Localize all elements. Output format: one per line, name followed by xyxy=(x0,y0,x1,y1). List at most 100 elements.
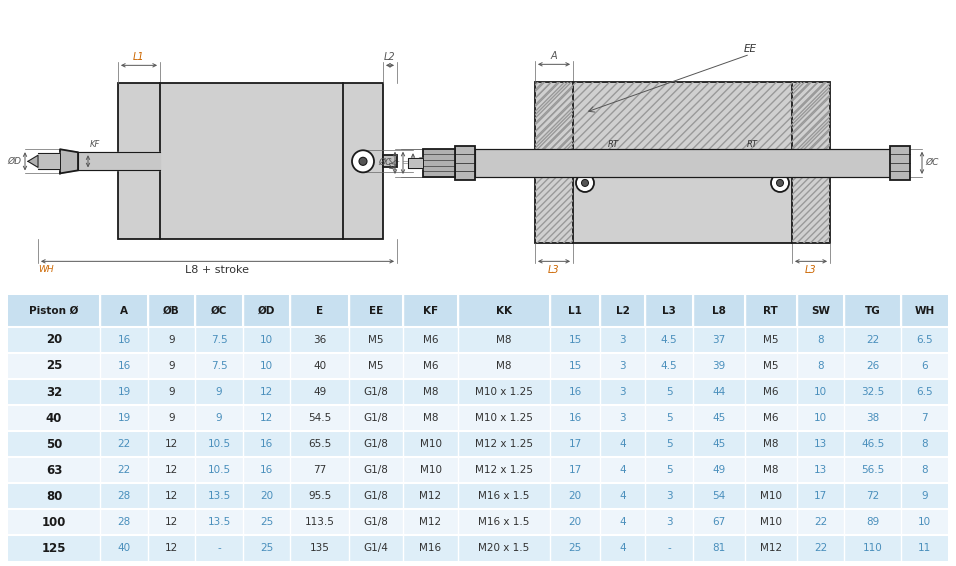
FancyBboxPatch shape xyxy=(693,509,745,535)
FancyBboxPatch shape xyxy=(797,431,844,457)
Text: 13: 13 xyxy=(814,465,827,475)
Text: M5: M5 xyxy=(368,335,384,345)
Text: G1/8: G1/8 xyxy=(364,491,389,501)
Text: L3: L3 xyxy=(805,265,816,275)
Text: 4: 4 xyxy=(619,465,626,475)
Text: M8: M8 xyxy=(423,413,438,423)
FancyBboxPatch shape xyxy=(901,431,948,457)
FancyBboxPatch shape xyxy=(693,431,745,457)
Text: L1: L1 xyxy=(568,306,582,316)
Text: L8 + stroke: L8 + stroke xyxy=(185,265,250,275)
FancyBboxPatch shape xyxy=(100,327,148,353)
Polygon shape xyxy=(408,158,423,168)
Text: M8: M8 xyxy=(763,439,778,449)
FancyBboxPatch shape xyxy=(797,483,844,509)
Text: 81: 81 xyxy=(712,543,726,554)
Text: 12: 12 xyxy=(165,491,178,501)
Text: M20 x 1.5: M20 x 1.5 xyxy=(478,543,530,554)
Text: 49: 49 xyxy=(313,387,326,397)
Text: 17: 17 xyxy=(814,491,827,501)
Text: L1: L1 xyxy=(133,52,144,62)
Text: 7.5: 7.5 xyxy=(210,361,228,371)
FancyBboxPatch shape xyxy=(195,535,243,561)
Text: 100: 100 xyxy=(42,516,66,529)
FancyBboxPatch shape xyxy=(148,379,195,405)
Text: ØB: ØB xyxy=(416,157,429,166)
FancyBboxPatch shape xyxy=(745,483,797,509)
Bar xyxy=(890,146,910,180)
Text: E: E xyxy=(316,306,323,316)
FancyBboxPatch shape xyxy=(645,405,693,431)
Text: M10 x 1.25: M10 x 1.25 xyxy=(475,387,532,397)
Text: 22: 22 xyxy=(866,335,880,345)
FancyBboxPatch shape xyxy=(551,295,600,327)
Text: 63: 63 xyxy=(46,464,62,477)
FancyBboxPatch shape xyxy=(243,457,291,483)
FancyBboxPatch shape xyxy=(148,295,195,327)
Text: 12: 12 xyxy=(165,517,178,528)
Text: 8: 8 xyxy=(817,361,824,371)
FancyBboxPatch shape xyxy=(844,295,901,327)
Text: 54: 54 xyxy=(712,491,726,501)
Text: G1/4: G1/4 xyxy=(364,543,389,554)
Text: RT: RT xyxy=(747,140,757,149)
FancyBboxPatch shape xyxy=(8,405,100,431)
Polygon shape xyxy=(38,153,60,169)
Polygon shape xyxy=(28,155,38,168)
FancyBboxPatch shape xyxy=(693,353,745,379)
Text: 3: 3 xyxy=(665,517,672,528)
Text: 20: 20 xyxy=(569,517,582,528)
FancyBboxPatch shape xyxy=(551,405,600,431)
FancyBboxPatch shape xyxy=(243,405,291,431)
Text: 110: 110 xyxy=(862,543,882,554)
Text: 32.5: 32.5 xyxy=(861,387,884,397)
FancyBboxPatch shape xyxy=(551,509,600,535)
FancyBboxPatch shape xyxy=(8,483,100,509)
FancyBboxPatch shape xyxy=(600,353,645,379)
FancyBboxPatch shape xyxy=(693,457,745,483)
FancyBboxPatch shape xyxy=(195,431,243,457)
Text: KF: KF xyxy=(423,306,438,316)
FancyBboxPatch shape xyxy=(458,295,551,327)
FancyBboxPatch shape xyxy=(693,295,745,327)
FancyBboxPatch shape xyxy=(100,509,148,535)
FancyBboxPatch shape xyxy=(797,379,844,405)
Text: 10: 10 xyxy=(814,387,827,397)
Text: 95.5: 95.5 xyxy=(308,491,332,501)
FancyBboxPatch shape xyxy=(645,327,693,353)
FancyBboxPatch shape xyxy=(349,431,403,457)
FancyBboxPatch shape xyxy=(551,431,600,457)
FancyBboxPatch shape xyxy=(844,535,901,561)
FancyBboxPatch shape xyxy=(458,535,551,561)
FancyBboxPatch shape xyxy=(458,405,551,431)
Text: EE: EE xyxy=(744,44,756,54)
Text: 16: 16 xyxy=(118,361,131,371)
Text: 8: 8 xyxy=(922,465,928,475)
Text: 44: 44 xyxy=(712,387,726,397)
FancyBboxPatch shape xyxy=(148,431,195,457)
Text: L8: L8 xyxy=(712,306,726,316)
FancyBboxPatch shape xyxy=(8,379,100,405)
Text: 77: 77 xyxy=(313,465,326,475)
FancyBboxPatch shape xyxy=(844,405,901,431)
Text: 5: 5 xyxy=(665,439,672,449)
FancyBboxPatch shape xyxy=(844,509,901,535)
Text: 15: 15 xyxy=(569,361,582,371)
Text: 39: 39 xyxy=(712,361,726,371)
FancyBboxPatch shape xyxy=(901,509,948,535)
FancyBboxPatch shape xyxy=(291,431,349,457)
FancyBboxPatch shape xyxy=(745,295,797,327)
FancyBboxPatch shape xyxy=(195,295,243,327)
FancyBboxPatch shape xyxy=(403,535,458,561)
Text: 80: 80 xyxy=(46,490,62,503)
Text: 135: 135 xyxy=(310,543,330,554)
Text: 12: 12 xyxy=(165,465,178,475)
FancyBboxPatch shape xyxy=(8,431,100,457)
FancyBboxPatch shape xyxy=(551,353,600,379)
FancyBboxPatch shape xyxy=(901,353,948,379)
Text: M10: M10 xyxy=(760,491,782,501)
FancyBboxPatch shape xyxy=(243,327,291,353)
Text: TG: TG xyxy=(865,306,880,316)
Text: 7: 7 xyxy=(922,413,928,423)
Text: 10: 10 xyxy=(814,413,827,423)
